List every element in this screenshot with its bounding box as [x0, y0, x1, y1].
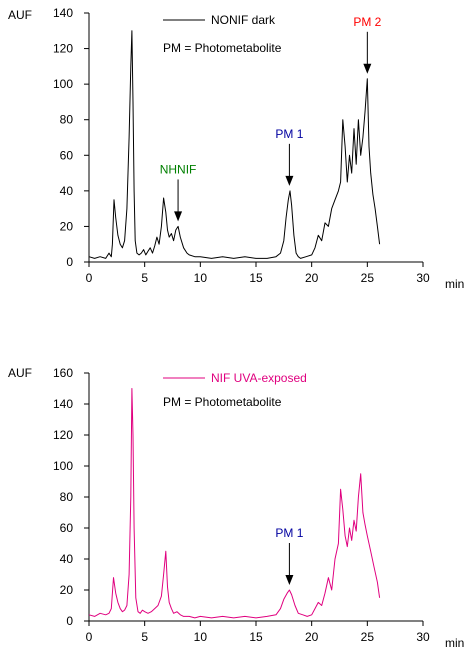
legend-note: PM = Photometabolite [163, 41, 282, 55]
y-tick-label: 120 [53, 42, 73, 56]
y-tick-label: 100 [53, 459, 73, 473]
y-tick-label: 80 [60, 490, 74, 504]
legend-note: PM = Photometabolite [163, 395, 282, 409]
y-tick-label: 120 [53, 428, 73, 442]
y-tick-label: 160 [53, 366, 73, 380]
annotation-arrow-head [285, 575, 294, 585]
y-axis-label: AUF [8, 366, 32, 380]
y-tick-label: 20 [60, 219, 74, 233]
y-axis-label: AUF [8, 8, 32, 22]
annotations: PM 1 [275, 526, 304, 585]
x-ticks: 0 5 10 15 20 25 30 [86, 621, 430, 644]
chromatogram-nif-uva-exposed: AUF min NIF UVA-exposed PM = Photometabo… [8, 366, 464, 650]
annotation-label: PM 2 [353, 15, 381, 29]
x-tick-label: 0 [86, 630, 93, 644]
y-tick-label: 60 [60, 521, 74, 535]
y-tick-label: 100 [53, 77, 73, 91]
x-axis-label: min [445, 636, 464, 650]
y-tick-label: 40 [60, 184, 74, 198]
annotation-label: PM 1 [275, 127, 303, 141]
x-tick-label: 15 [249, 630, 263, 644]
series-line [88, 30, 381, 259]
series-line [88, 388, 381, 619]
x-ticks: 0 5 10 15 20 25 30 [86, 262, 430, 285]
x-axis-label: min [445, 277, 464, 291]
legend: NIF UVA-exposed PM = Photometabolite [163, 371, 307, 409]
chromatogram-nonif-dark: AUF min NONIF dark PM = Photometabolite … [8, 6, 464, 291]
x-tick-label: 5 [141, 271, 148, 285]
annotations: NHNIF PM 1 PM 2 [160, 15, 382, 222]
x-tick-label: 10 [194, 630, 208, 644]
x-tick-label: 15 [249, 271, 263, 285]
annotation-arrow-head [285, 175, 294, 186]
x-tick-label: 0 [86, 271, 93, 285]
y-ticks: 0 20 40 60 80 100 120 140 160 [53, 366, 89, 628]
annotation-label: NHNIF [160, 162, 197, 176]
legend-entry: NIF UVA-exposed [211, 371, 307, 385]
y-tick-label: 140 [53, 6, 73, 20]
axes [88, 373, 423, 622]
x-tick-label: 25 [361, 271, 375, 285]
x-tick-label: 25 [361, 630, 375, 644]
y-tick-label: 80 [60, 113, 74, 127]
x-tick-label: 30 [416, 630, 430, 644]
x-tick-label: 5 [141, 630, 148, 644]
y-tick-label: 140 [53, 397, 73, 411]
x-tick-label: 20 [305, 271, 319, 285]
annotation-arrow-head [363, 63, 372, 74]
legend-entry: NONIF dark [211, 13, 276, 27]
annotation-label: PM 1 [275, 526, 303, 540]
x-tick-label: 10 [194, 271, 208, 285]
x-tick-label: 20 [305, 630, 319, 644]
y-ticks: 0 20 40 60 80 100 120 140 [53, 6, 89, 269]
y-tick-label: 20 [60, 583, 74, 597]
y-tick-label: 0 [66, 614, 73, 628]
y-tick-label: 40 [60, 552, 74, 566]
y-tick-label: 60 [60, 148, 74, 162]
x-tick-label: 30 [416, 271, 430, 285]
series-group [88, 30, 381, 259]
legend: NONIF dark PM = Photometabolite [163, 13, 282, 55]
y-tick-label: 0 [66, 255, 73, 269]
annotation-arrow-head [174, 211, 183, 222]
series-group [88, 388, 381, 619]
